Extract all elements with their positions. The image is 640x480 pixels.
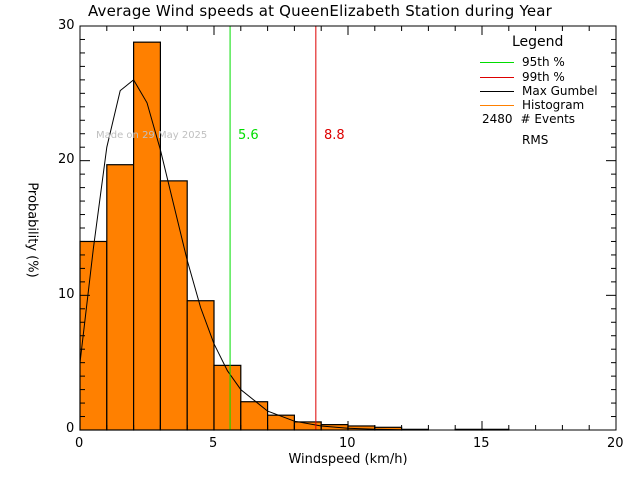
legend-swatch-orange — [480, 104, 514, 106]
histogram-bar — [267, 414, 296, 431]
legend-item-histogram: Histogram — [480, 98, 584, 112]
legend-item-p99: 99th % — [480, 70, 565, 84]
histogram-bar — [186, 300, 215, 431]
legend-swatch-black — [480, 90, 514, 92]
histogram-bar — [159, 180, 188, 431]
y-tick-label: 0 — [66, 421, 75, 436]
x-tick-label: 10 — [339, 436, 356, 451]
legend-item-p95: 95th % — [480, 55, 565, 69]
y-tick-label: 30 — [58, 18, 75, 33]
p95-value-label: 5.6 — [238, 128, 259, 143]
chart-title: Average Wind speeds at QueenElizabeth St… — [87, 2, 553, 20]
legend-rms: RMS — [522, 133, 549, 147]
x-axis-label: Windspeed (km/h) — [288, 452, 408, 467]
legend-swatch-red — [480, 76, 514, 78]
x-tick-label: 0 — [75, 436, 84, 451]
x-tick-label: 15 — [473, 436, 490, 451]
events-count: 2480 — [482, 112, 513, 126]
histogram-bar — [240, 401, 269, 431]
made-on-watermark: Made on 29 May 2025 — [96, 130, 208, 141]
y-tick-label: 10 — [58, 287, 75, 302]
y-axis-label: Probability (%) — [24, 182, 40, 278]
legend-swatch-green — [480, 61, 514, 63]
legend-item-gumbel: Max Gumbel — [480, 84, 598, 98]
y-tick-label: 20 — [58, 152, 75, 167]
x-tick-label: 5 — [209, 436, 218, 451]
events-label: # Events — [520, 112, 576, 126]
legend-title: Legend — [512, 34, 564, 50]
histogram-bar — [133, 41, 162, 431]
x-tick-label: 20 — [607, 436, 624, 451]
legend-events: 2480 # Events — [482, 112, 575, 126]
histogram-bar — [213, 364, 242, 431]
histogram-bar — [106, 164, 135, 431]
p99-value-label: 8.8 — [324, 128, 345, 143]
